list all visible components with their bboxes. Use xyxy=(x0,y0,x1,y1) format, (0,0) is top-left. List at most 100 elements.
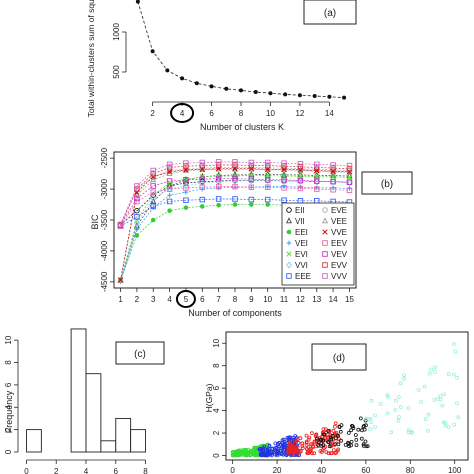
panel-d-point-cluster-3 xyxy=(307,435,312,440)
panel-b-point-vve xyxy=(166,169,173,175)
panel-b-point-vvv xyxy=(314,161,320,168)
panel-b-x-tick-label: 11 xyxy=(280,295,289,304)
panel-a-y-tick-label: 500 xyxy=(112,65,121,79)
panel-a-xlabel: Number of clusters K xyxy=(200,122,284,132)
panel-a-point xyxy=(283,92,288,97)
panel-d-point-cluster-5 xyxy=(385,393,390,398)
panel-d-point-cluster-4 xyxy=(354,437,359,442)
panel-d-scatter: (d) H(GPa) 0 20 40 60 80 100 0 2 4 6 8 10 xyxy=(204,331,469,474)
panel-d-point-cluster-5 xyxy=(368,427,372,432)
panel-d-point-cluster-5 xyxy=(455,375,459,380)
panel-b-x-tick-label: 10 xyxy=(263,295,272,304)
panel-b-x-tick-label: 5 xyxy=(184,295,189,304)
panel-b-point-eii xyxy=(134,207,140,214)
panel-a-point xyxy=(312,94,317,98)
panel-b-point-eei xyxy=(183,205,189,210)
panel-b-point-evv xyxy=(330,165,336,171)
panel-b-point-vvi xyxy=(134,219,140,227)
panel-d-x-tick-label: 40 xyxy=(317,466,326,474)
panel-b-point-eve xyxy=(150,173,156,180)
panel-d-x-tick-label: 80 xyxy=(406,466,415,474)
panel-b-series-line-vii xyxy=(120,173,350,281)
panel-a-x-tick-label: 2 xyxy=(150,109,155,118)
panel-d-point-cluster-5 xyxy=(451,372,456,377)
panel-b-point-eei xyxy=(167,208,172,214)
panel-b-point-vei xyxy=(281,184,287,189)
panel-b-series-line-vvv xyxy=(120,161,350,225)
panel-d-point-cluster-5 xyxy=(425,428,430,433)
panel-b-legend-entry: VEE xyxy=(331,217,347,226)
panel-b-legend-entry: EII xyxy=(295,206,305,215)
panel-d-point-cluster-2 xyxy=(264,453,269,458)
panel-a-x-tick-label: 4 xyxy=(180,109,185,118)
panel-d-point-cluster-3 xyxy=(288,442,293,446)
panel-d-point-cluster-2 xyxy=(280,451,284,456)
panel-d-point-cluster-5 xyxy=(454,401,459,406)
panel-b-label: (b) xyxy=(381,179,393,190)
panel-b-point-vve xyxy=(297,167,304,173)
panel-d-point-cluster-5 xyxy=(398,381,403,386)
panel-b-highlight-circle xyxy=(175,290,196,308)
panel-b-x-tick-label: 4 xyxy=(167,295,172,304)
panel-b-point-vve xyxy=(330,168,336,174)
panel-d-point-cluster-3 xyxy=(295,444,300,449)
panel-d-point-cluster-3 xyxy=(334,430,339,435)
panel-b-legend-entry: VVI xyxy=(295,261,308,270)
panel-d-point-cluster-5 xyxy=(451,342,456,346)
panel-b-point-vvi xyxy=(281,177,287,185)
panel-b-legend-marker-vvi xyxy=(286,261,292,269)
panel-d-point-cluster-5 xyxy=(402,376,406,381)
panel-d-point-cluster-5 xyxy=(453,349,458,354)
panel-b-point-evi xyxy=(330,174,336,180)
panel-d-point-cluster-4 xyxy=(339,438,343,443)
panel-b-point-vev xyxy=(150,183,156,189)
panel-b-legend-entry: EVV xyxy=(331,261,348,270)
panel-d-point-cluster-2 xyxy=(282,441,287,446)
panel-d-point-cluster-3 xyxy=(319,450,324,454)
panel-b-point-vev xyxy=(281,177,287,183)
panel-d-point-cluster-3 xyxy=(336,447,341,452)
panel-b-point-vev xyxy=(314,178,320,184)
panel-d-point-cluster-3 xyxy=(309,431,314,436)
panel-b-point-vvi xyxy=(199,179,206,187)
panel-c-x-tick-label: 2 xyxy=(54,467,59,474)
panel-b-point-eei xyxy=(150,217,156,223)
panel-b-legend-marker-evi xyxy=(286,251,292,257)
panel-d-point-cluster-1 xyxy=(232,452,237,457)
panel-d-y-tick-label: 0 xyxy=(212,453,221,458)
panel-d-label-box xyxy=(311,343,367,371)
panel-c-y-tick-label: 0 xyxy=(4,449,13,454)
panel-d-point-cluster-5 xyxy=(396,418,401,423)
panel-b-point-vvv xyxy=(264,159,271,166)
panel-d-point-cluster-3 xyxy=(300,441,305,446)
panel-d-point-cluster-4 xyxy=(365,444,370,449)
panel-d-point-cluster-5 xyxy=(402,373,407,378)
panel-d-point-cluster-4 xyxy=(349,428,354,433)
panel-b-x-tick-label: 1 xyxy=(118,295,123,304)
panel-b-point-evv xyxy=(232,162,238,168)
panel-b-legend-entry: VEI xyxy=(295,239,308,248)
panel-d-point-cluster-4 xyxy=(326,440,331,445)
panel-d-point-cluster-3 xyxy=(333,451,338,456)
panel-b-point-vve xyxy=(134,189,140,195)
panel-b-series-line-vvi xyxy=(120,180,350,281)
panel-d-point-cluster-4 xyxy=(361,442,366,447)
panel-b-point-vvi xyxy=(166,185,173,193)
panel-c-y-tick-label: 10 xyxy=(4,335,13,344)
panel-b-series-line-eee xyxy=(120,198,350,227)
panel-b-legend-entry: EVE xyxy=(331,206,347,215)
panel-c-ylabel: Frequency xyxy=(4,390,14,433)
panel-b-legend-marker-evv xyxy=(322,262,328,268)
panel-b-point-vvv xyxy=(346,162,353,169)
panel-b-ylabel: BIC xyxy=(90,214,100,230)
panel-b-legend-marker-eev xyxy=(322,240,328,246)
panel-d-label: (d) xyxy=(333,353,345,364)
panel-b-y-tick-label: -3500 xyxy=(100,209,109,230)
panel-b-point-eee xyxy=(232,196,238,202)
panel-a-marks xyxy=(135,0,347,100)
panel-b-point-evi xyxy=(265,172,271,179)
panel-b-legend-marker-eii xyxy=(286,207,292,213)
panel-a-point xyxy=(239,88,243,93)
panel-b-x-tick-label: 7 xyxy=(216,295,221,304)
panel-d-point-cluster-1 xyxy=(251,447,256,452)
